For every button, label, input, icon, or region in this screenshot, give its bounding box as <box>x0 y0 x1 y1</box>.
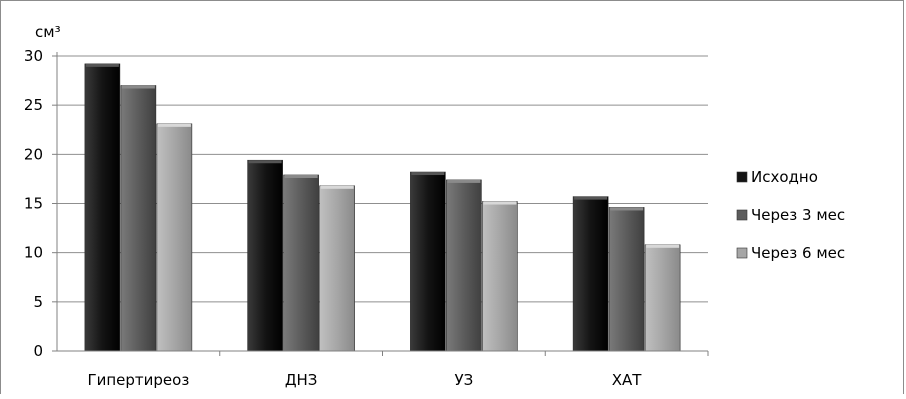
legend-label: Через 6 мес <box>751 244 845 262</box>
bar-3-0 <box>572 196 609 352</box>
y-tick-label: 30 <box>24 47 43 65</box>
bar-highlight <box>483 201 517 205</box>
bar-highlight <box>157 123 191 127</box>
y-axis-unit-label: см³ <box>35 23 61 41</box>
x-category-label: Гипертиреоз <box>87 371 189 389</box>
bar-1-0 <box>247 159 283 352</box>
bar-2-0 <box>410 171 446 352</box>
y-tick-label: 0 <box>33 342 43 360</box>
bar-highlight <box>284 174 318 178</box>
bar-3-2 <box>644 244 681 352</box>
bar-highlight <box>411 172 445 176</box>
bar-1-2 <box>319 185 355 352</box>
x-category-label: ХАТ <box>612 371 643 389</box>
y-tick-label: 15 <box>24 195 43 213</box>
legend-label: Через 3 мес <box>751 206 845 224</box>
bar-0-1 <box>120 85 157 352</box>
x-category-label: ДНЗ <box>285 371 318 389</box>
bar-1-1 <box>283 174 319 352</box>
bar-highlight <box>248 160 282 164</box>
bar-highlight <box>320 185 354 189</box>
legend-swatch <box>736 209 748 221</box>
x-category-label: УЗ <box>454 371 473 389</box>
legend-label: Исходно <box>751 168 818 186</box>
legend-swatch <box>736 247 748 259</box>
bar-0-0 <box>84 63 121 352</box>
bar-highlight <box>610 207 644 211</box>
y-tick-label: 25 <box>24 96 43 114</box>
bar-highlight <box>574 196 608 200</box>
legend-swatch <box>736 171 748 183</box>
bar-highlight <box>646 244 680 248</box>
bar-highlight <box>85 63 119 67</box>
y-tick-label: 10 <box>24 244 43 262</box>
bar-2-1 <box>446 179 482 352</box>
y-tick-label: 20 <box>24 145 43 163</box>
bar-2-2 <box>482 201 518 352</box>
bar-highlight <box>447 179 481 183</box>
bar-highlight <box>121 85 155 89</box>
bar-3-1 <box>608 207 645 352</box>
bar-0-2 <box>156 123 193 352</box>
y-tick-label: 5 <box>33 293 43 311</box>
